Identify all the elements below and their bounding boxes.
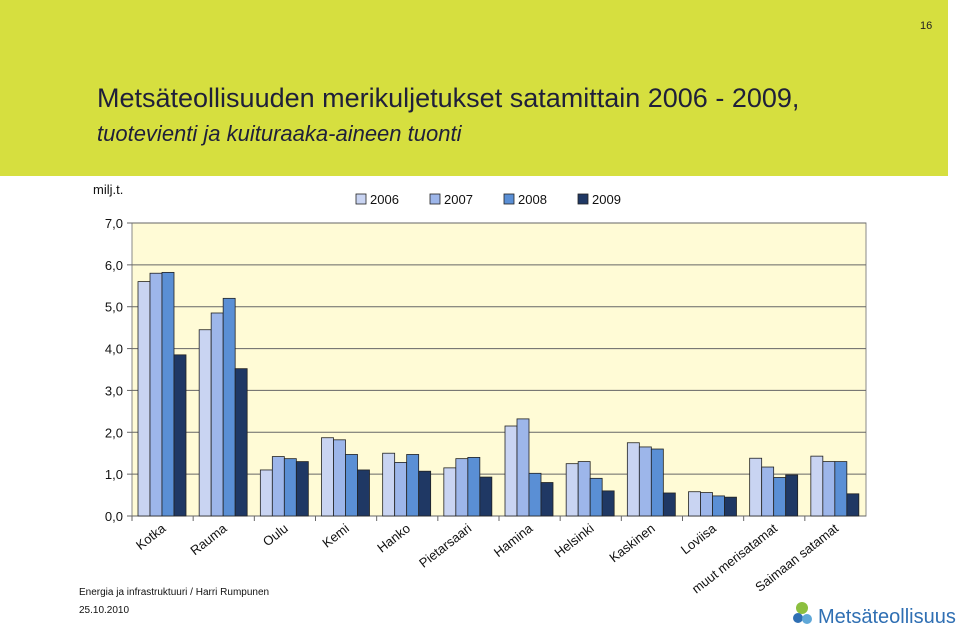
bar-2008-4 xyxy=(406,454,420,517)
bar-2006-4 xyxy=(382,452,396,517)
bar-2007-10 xyxy=(761,466,775,517)
bar-2006-3 xyxy=(321,437,334,517)
bar-2008-1 xyxy=(222,297,236,517)
page-number: 16 xyxy=(920,20,933,32)
bar-2009-7 xyxy=(601,490,615,517)
bar-2009-8 xyxy=(662,492,676,517)
bar-2008-5 xyxy=(467,456,481,517)
legend-swatch-2006 xyxy=(355,193,367,205)
bar-2007-0 xyxy=(149,272,163,517)
y-tick-label: 6,0 xyxy=(105,258,123,273)
logo-icon xyxy=(793,602,812,624)
bar-2009-3 xyxy=(357,469,370,517)
y-tick-label: 1,0 xyxy=(105,467,123,482)
y-tick-label: 2,0 xyxy=(105,425,123,440)
header-band xyxy=(0,0,948,176)
y-tick-label: 7,0 xyxy=(105,216,123,231)
bar-2009-2 xyxy=(295,461,309,517)
right-margin xyxy=(948,0,960,631)
bar-2007-6 xyxy=(516,418,530,517)
bar-2007-4 xyxy=(394,462,408,517)
bar-2006-6 xyxy=(504,425,518,517)
bar-2006-1 xyxy=(198,329,212,517)
bar-2008-0 xyxy=(161,271,175,517)
bar-2009-1 xyxy=(234,368,248,517)
bar-2008-8 xyxy=(650,448,664,517)
x-tick-label: Rauma xyxy=(187,520,230,558)
legend-swatch-2007 xyxy=(429,193,441,205)
bar-2007-9 xyxy=(700,492,713,517)
x-tick-label: Kotka xyxy=(133,520,169,553)
bar-chart: milj.t. 2006 2007 2008 2009 0,0 1,0 2,0 3,0 4,0… xyxy=(93,182,867,596)
bar-2009-4 xyxy=(418,470,432,517)
bar-2008-6 xyxy=(528,472,542,517)
bar-2007-7 xyxy=(577,461,591,517)
bar-2008-11 xyxy=(834,461,848,517)
bar-2009-11 xyxy=(846,493,860,517)
bar-2008-7 xyxy=(589,477,603,517)
y-tick-label: 4,0 xyxy=(105,342,123,357)
chart-legend: 2006 2007 2008 2009 xyxy=(355,192,621,207)
x-tick-label: Kemi xyxy=(319,520,352,550)
bar-2009-10 xyxy=(785,474,799,517)
legend-label-2008: 2008 xyxy=(518,192,547,207)
bar-2007-2 xyxy=(271,456,285,517)
legend-label-2009: 2009 xyxy=(592,192,621,207)
x-tick-label: Oulu xyxy=(260,521,291,550)
footer-date: 25.10.2010 xyxy=(79,605,130,616)
logo-text: Metsäteollisuus xyxy=(818,606,956,628)
bar-2007-8 xyxy=(638,446,652,517)
bar-2008-3 xyxy=(345,454,358,517)
bar-2006-10 xyxy=(749,457,763,517)
bar-2007-3 xyxy=(333,439,346,517)
y-axis-label: milj.t. xyxy=(93,182,123,197)
bar-2006-5 xyxy=(443,467,457,517)
bar-2009-6 xyxy=(540,482,554,517)
bar-2006-0 xyxy=(137,281,151,517)
legend-label-2007: 2007 xyxy=(444,192,473,207)
bar-2007-1 xyxy=(210,312,224,517)
bar-2008-9 xyxy=(712,495,725,517)
bar-2007-5 xyxy=(455,458,469,517)
bar-2006-2 xyxy=(259,469,273,517)
x-tick-label: Kaskinen xyxy=(606,521,657,566)
bar-2008-10 xyxy=(773,477,787,517)
bar-2006-8 xyxy=(626,442,640,517)
legend-swatch-2008 xyxy=(503,193,515,205)
y-tick-label: 0,0 xyxy=(105,509,123,524)
x-tick-label: Hamina xyxy=(491,520,536,560)
bar-2006-11 xyxy=(810,455,824,517)
legend-label-2006: 2006 xyxy=(370,192,399,207)
bar-2006-7 xyxy=(565,463,579,517)
bar-2009-0 xyxy=(173,354,187,517)
y-tick-label: 3,0 xyxy=(105,383,123,398)
slide-subtitle: tuotevienti ja kuituraaka-aineen tuonti xyxy=(97,121,462,146)
bar-2008-2 xyxy=(283,458,297,517)
footer-organization: Energia ja infrastruktuuri / Harri Rumpu… xyxy=(79,587,270,598)
bar-2009-5 xyxy=(479,476,493,517)
slide-title: Metsäteollisuuden merikuljetukset satami… xyxy=(97,83,800,113)
x-tick-label: Loviisa xyxy=(678,520,720,557)
bar-2007-11 xyxy=(822,461,836,517)
x-tick-label: Helsinki xyxy=(551,520,596,560)
legend-swatch-2009 xyxy=(577,193,589,205)
x-tick-label: Hanko xyxy=(374,521,413,556)
plot-area: 0,0 1,0 2,0 3,0 4,0 5,0 6,0 7,0 Kotka Rauma Oulu Ke… xyxy=(105,216,867,596)
y-tick-label: 5,0 xyxy=(105,300,123,315)
x-tick-label: Pietarsaari xyxy=(416,520,474,570)
bar-2009-9 xyxy=(724,496,737,517)
bar-2006-9 xyxy=(688,491,701,517)
plot-background xyxy=(131,222,867,517)
